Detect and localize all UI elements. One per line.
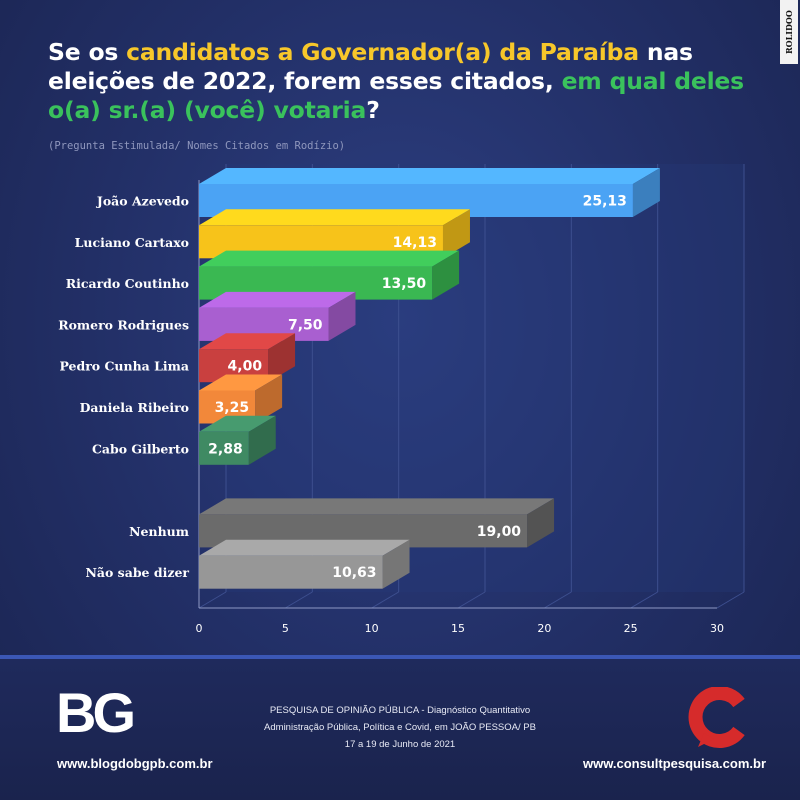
bar-side-face <box>527 498 555 548</box>
grid-floor-line <box>716 591 745 609</box>
category-label: João Azevedo <box>96 194 189 209</box>
footer <box>0 659 800 800</box>
category-label: Ricardo Coutinho <box>66 276 189 291</box>
grid-floor-line <box>457 591 486 609</box>
bar <box>199 555 383 589</box>
x-tick-label: 10 <box>365 622 379 635</box>
chart-subtitle: (Pregunta Estimulada/ Nomes Citados em R… <box>48 140 346 152</box>
side-publisher-logo: ROLIDOO <box>780 0 798 64</box>
survey-info-line-1: PESQUISA DE OPINIÃO PÚBLICA - Diagnóstic… <box>269 705 531 716</box>
bar-side-face <box>432 250 460 300</box>
category-label: Não sabe dizer <box>85 565 189 580</box>
title-part-3: nas eleições de 2022, forem esses citado… <box>48 38 693 95</box>
x-tick-label: 20 <box>537 622 551 635</box>
bar-top-face <box>199 209 470 226</box>
bar-side-face <box>632 168 660 217</box>
category-label: Pedro Cunha Lima <box>59 359 189 374</box>
bar-top-face <box>199 250 460 267</box>
bar-side-face <box>442 209 470 259</box>
survey-info-line-2: Administração Pública, Política e Covid,… <box>264 722 536 733</box>
x-tick-label: 5 <box>282 622 289 635</box>
x-tick-label: 30 <box>710 622 724 635</box>
x-tick-label: 15 <box>451 622 465 635</box>
bg-logo: BG <box>56 686 137 738</box>
bar-value-label: 14,13 <box>393 235 437 251</box>
bar-side-face <box>382 539 410 589</box>
grid-floor-line <box>544 591 572 609</box>
consult-url-link[interactable]: www.consultpesquisa.com.br <box>583 756 766 771</box>
bar-top-face <box>199 539 410 556</box>
x-tick-label: 0 <box>196 622 203 635</box>
category-label: Luciano Cartaxo <box>75 235 189 250</box>
bar-top-face <box>199 333 296 350</box>
consult-logo-icon <box>688 687 745 748</box>
grid-floor-line <box>285 591 313 609</box>
bar-top-face <box>199 415 276 432</box>
bar-value-label: 19,00 <box>477 524 522 540</box>
chart-title: Se os candidatos a Governador(a) da Para… <box>48 38 748 125</box>
bar-value-label: 3,25 <box>215 400 250 416</box>
survey-info: PESQUISA DE OPINIÃO PÚBLICA - Diagnóstic… <box>240 702 560 753</box>
category-label: Daniela Ribeiro <box>80 400 189 415</box>
bar-value-label: 13,50 <box>382 276 427 292</box>
bar-value-label: 4,00 <box>228 359 263 375</box>
grid-floor-line <box>371 591 399 609</box>
bar <box>199 431 249 465</box>
bar-top-face <box>199 374 283 391</box>
grid-floor-line <box>630 591 658 609</box>
bar-value-label: 10,63 <box>332 565 376 581</box>
bar-value-label: 2,88 <box>208 441 243 457</box>
bar-top-face <box>199 498 555 515</box>
category-label: Cabo Gilberto <box>92 441 189 456</box>
bar-value-label: 25,13 <box>583 194 627 210</box>
x-tick-label: 25 <box>624 622 638 635</box>
title-part-1: Se os <box>48 38 127 66</box>
bar-side-face <box>268 333 296 383</box>
title-part-5: ? <box>366 96 380 124</box>
category-label: Nenhum <box>129 524 189 539</box>
title-highlight-candidates: candidatos a Governador(a) da Paraíba <box>126 38 639 66</box>
bar-top-face <box>199 168 660 184</box>
bar-side-face <box>248 415 276 465</box>
bar-side-face <box>328 291 356 341</box>
category-label: Romero Rodrigues <box>58 317 189 332</box>
grid-floor-line <box>198 591 227 609</box>
footer-divider <box>0 655 800 659</box>
bg-logo-text: BG <box>56 686 133 738</box>
survey-info-line-3: 17 a 19 de Junho de 2021 <box>344 739 456 750</box>
bar-value-label: 7,50 <box>288 317 323 333</box>
blog-url-link[interactable]: www.blogdobgpb.com.br <box>57 756 213 771</box>
title-highlight-question: em qual deles o(a) sr.(a) (você) votaria <box>48 67 744 124</box>
bar-chart: 0 5 10 15 20 25 30 25,13 João Azevedo 14,13 Lucian… <box>58 164 745 635</box>
bar-top-face <box>199 291 356 308</box>
bar-side-face <box>255 374 283 424</box>
